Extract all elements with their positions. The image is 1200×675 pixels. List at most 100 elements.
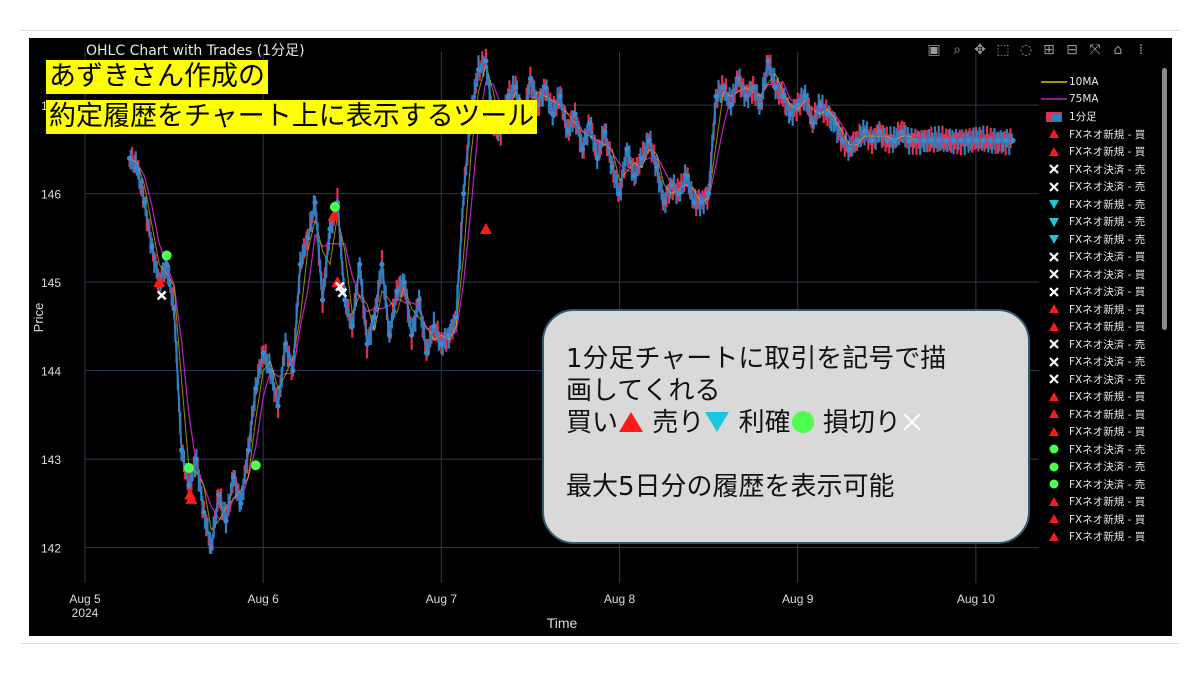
price-point	[461, 191, 467, 197]
legend-symbol-icon	[1049, 374, 1059, 385]
sell-triangle-icon	[705, 412, 730, 432]
legend-label: FXネオ決済 - 売	[1069, 461, 1146, 474]
legend-label: FXネオ決済 - 売	[1069, 181, 1146, 194]
callout-symbols-row: 買い 売り 利確 損切り	[566, 407, 1006, 439]
price-point	[268, 368, 274, 374]
legend-item[interactable]: FXネオ新規 - 買	[1039, 423, 1154, 441]
legend-item[interactable]: FXネオ決済 - 売	[1039, 178, 1154, 196]
legend-label: FXネオ決済 - 買	[1069, 286, 1146, 299]
price-point	[965, 137, 972, 144]
price-point	[475, 67, 482, 73]
home-icon[interactable]: ⌂	[1113, 42, 1123, 58]
price-point	[661, 199, 667, 206]
legend-label: FXネオ決済 - 売	[1069, 163, 1146, 176]
camera-icon[interactable]: ▣	[927, 42, 941, 58]
zoom-in-icon[interactable]: ⊞	[1043, 42, 1055, 58]
legend-item[interactable]: FXネオ決済 - 売	[1039, 371, 1154, 389]
legend-label: FXネオ新規 - 売	[1069, 216, 1146, 229]
legend-item[interactable]: FXネオ新規 - 売	[1039, 196, 1154, 214]
price-point	[223, 518, 229, 524]
price-point	[282, 341, 289, 347]
legend-symbol-icon	[1049, 409, 1059, 419]
legend-item[interactable]: FXネオ決済 - 売	[1039, 353, 1154, 371]
price-point	[884, 137, 890, 144]
legend-item[interactable]: FXネオ新規 - 売	[1039, 231, 1154, 249]
legend-item[interactable]: FXネオ決済 - 売	[1039, 336, 1154, 354]
price-point	[527, 75, 534, 82]
legend-item[interactable]: FXネオ決済 - 買	[1039, 283, 1154, 301]
price-point	[854, 137, 860, 144]
legend-item[interactable]: FXネオ決済 - 買	[1039, 266, 1154, 284]
legend-item[interactable]: FXネオ新規 - 買	[1039, 388, 1154, 406]
legend-symbol-icon	[1049, 321, 1059, 331]
legend-item[interactable]: FXネオ新規 - 売	[1039, 213, 1154, 231]
legend-item[interactable]: 75MA	[1039, 91, 1154, 109]
price-point	[891, 137, 897, 144]
price-point	[683, 173, 689, 179]
legend-symbol-icon	[1049, 181, 1059, 192]
legend-symbol-icon	[1049, 251, 1059, 262]
legend-symbol-icon	[1049, 286, 1059, 297]
zoom-icon[interactable]: ⌕	[953, 42, 961, 58]
legend-item[interactable]: FXネオ決済 - 売	[1039, 476, 1154, 494]
plotly-logo-icon[interactable]: ⁞	[1138, 42, 1144, 58]
autoscale-icon[interactable]: ⤧	[1089, 42, 1101, 58]
legend-label: FXネオ新規 - 売	[1069, 198, 1146, 211]
x-tick-label: Aug 7	[426, 592, 458, 606]
legend-item[interactable]: FXネオ新規 - 買	[1039, 493, 1154, 511]
box-select-icon[interactable]: ⬚	[996, 42, 1010, 58]
legend-label: FXネオ決済 - 売	[1069, 356, 1146, 369]
zoom-out-icon[interactable]: ⊟	[1066, 42, 1078, 58]
legend-item[interactable]: FXネオ決済 - 売	[1039, 441, 1154, 459]
legend-label: FXネオ新規 - 売	[1069, 233, 1146, 246]
price-point	[728, 102, 734, 108]
legend-label: FXネオ新規 - 買	[1069, 391, 1146, 404]
legend-symbol-icon	[1049, 444, 1059, 454]
top-border	[20, 30, 1180, 31]
legend-item[interactable]: FXネオ新規 - 買	[1039, 511, 1154, 529]
price-point	[416, 297, 422, 303]
price-point	[275, 403, 281, 409]
legend-item[interactable]: FXネオ決済 - 売	[1039, 161, 1154, 179]
price-point	[357, 261, 363, 267]
legend-item[interactable]: FXネオ新規 - 買	[1039, 528, 1154, 546]
legend-label: FXネオ新規 - 買	[1069, 146, 1146, 159]
legend-symbol-icon	[1049, 339, 1059, 350]
price-point	[720, 84, 727, 90]
legend-symbol-icon	[1041, 98, 1067, 100]
stop-marker	[337, 287, 348, 298]
price-point	[609, 164, 615, 170]
profit-marker	[250, 460, 261, 471]
price-point	[698, 199, 704, 206]
legend-symbol-icon	[1049, 217, 1059, 227]
price-point	[795, 102, 801, 108]
legend-item[interactable]: FXネオ新規 - 買	[1039, 126, 1154, 144]
price-point	[817, 102, 823, 108]
legend-symbol-icon	[1049, 200, 1059, 210]
price-point	[557, 93, 563, 99]
price-point	[564, 129, 571, 135]
price-point	[305, 235, 311, 241]
price-point	[839, 137, 845, 144]
price-point	[505, 93, 511, 99]
callout-line-1: 1分足チャートに取引を記号で描	[566, 344, 947, 374]
legend-item[interactable]: FXネオ決済 - 売	[1039, 458, 1154, 476]
legend-item[interactable]: FXネオ新規 - 買	[1039, 406, 1154, 424]
legend-label: FXネオ決済 - 売	[1069, 443, 1146, 456]
price-point	[126, 155, 133, 161]
legend-label: FXネオ決済 - 売	[1069, 338, 1146, 351]
legend-symbol-icon	[1046, 111, 1062, 122]
legend-item[interactable]: 10MA	[1039, 73, 1154, 91]
legend-item[interactable]: 1分足	[1039, 108, 1154, 126]
legend-item[interactable]: FXネオ決済 - 買	[1039, 248, 1154, 266]
legend-scrollbar[interactable]	[1162, 68, 1167, 330]
legend-item[interactable]: FXネオ新規 - 買	[1039, 318, 1154, 336]
legend-item[interactable]: FXネオ新規 - 買	[1039, 301, 1154, 319]
price-point	[401, 279, 407, 285]
price-point	[394, 288, 400, 294]
lasso-icon[interactable]: ◌	[1019, 42, 1033, 58]
legend-item[interactable]: FXネオ新規 - 買	[1039, 143, 1154, 161]
pan-icon[interactable]: ✥	[974, 42, 986, 58]
x-tick-label: Aug 5	[69, 592, 101, 606]
y-tick-label: 144	[41, 365, 61, 379]
